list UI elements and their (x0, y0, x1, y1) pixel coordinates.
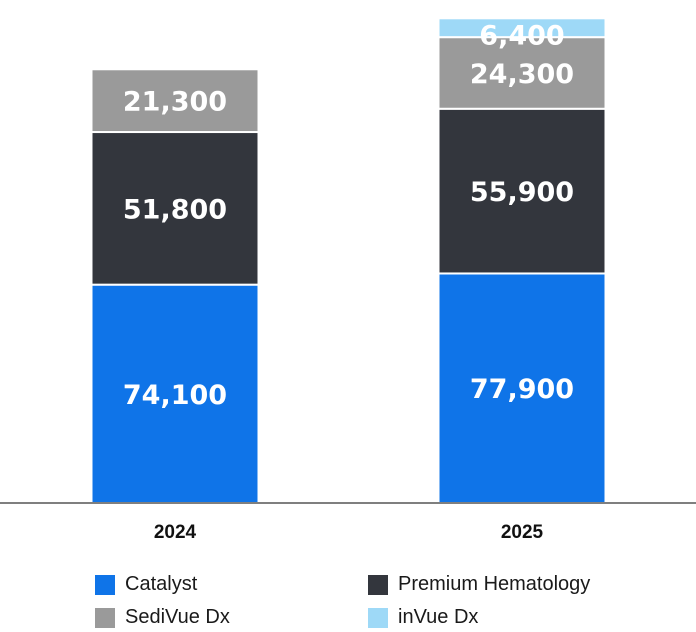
legend-label-invue-dx: inVue Dx (398, 606, 479, 628)
x-tick-label-2025: 2025 (501, 522, 544, 543)
legend-label-sedivue-dx: SediVue Dx (125, 606, 230, 628)
bar-catalyst-2024 (90, 283, 260, 504)
x-tick-labels-group: 2024 2025 (154, 522, 544, 543)
stacked-bar-chart: 74,100 51,800 21,300 77,900 55,900 24,300 6,40… (0, 17, 696, 543)
legend-item-catalyst: Catalyst (95, 573, 197, 596)
value-label-catalyst-2024: 74,100 (123, 380, 227, 411)
value-label-premium-hematology-2024: 51,800 (123, 194, 227, 225)
bars-group (90, 17, 607, 504)
legend-swatch-sedivue-dx (95, 607, 115, 628)
value-label-sedivue-dx-2025: 24,300 (470, 59, 574, 90)
bar-invue-dx-2025 (437, 17, 607, 39)
legend-item-premium-hematology: Premium Hematology (368, 573, 590, 596)
bar-sedivue-dx-2024 (90, 68, 260, 134)
value-label-catalyst-2025: 77,900 (470, 374, 574, 405)
bar-premium-hematology-2025 (437, 107, 607, 275)
legend-swatch-catalyst (95, 574, 115, 595)
value-label-sedivue-dx-2024: 21,300 (123, 87, 227, 118)
bar-premium-hematology-2024 (90, 131, 260, 286)
legend-swatch-invue-dx (368, 607, 388, 628)
legend-label-premium-hematology: Premium Hematology (398, 573, 591, 595)
bar-catalyst-2025 (437, 272, 607, 504)
legend-label-catalyst: Catalyst (125, 573, 198, 595)
bar-sedivue-dx-2025 (437, 36, 607, 110)
legend-item-invue-dx: inVue Dx (368, 606, 478, 629)
segment-labels-group: 74,100 51,800 21,300 77,900 55,900 24,300 6,40… (123, 20, 574, 411)
value-label-premium-hematology-2025: 55,900 (470, 177, 574, 208)
value-label-invue-dx-2025: 6,400 (479, 20, 564, 51)
legend-swatch-premium-hematology (368, 574, 388, 595)
legend-item-sedivue-dx: SediVue Dx (95, 606, 230, 629)
x-tick-label-2024: 2024 (154, 522, 197, 543)
